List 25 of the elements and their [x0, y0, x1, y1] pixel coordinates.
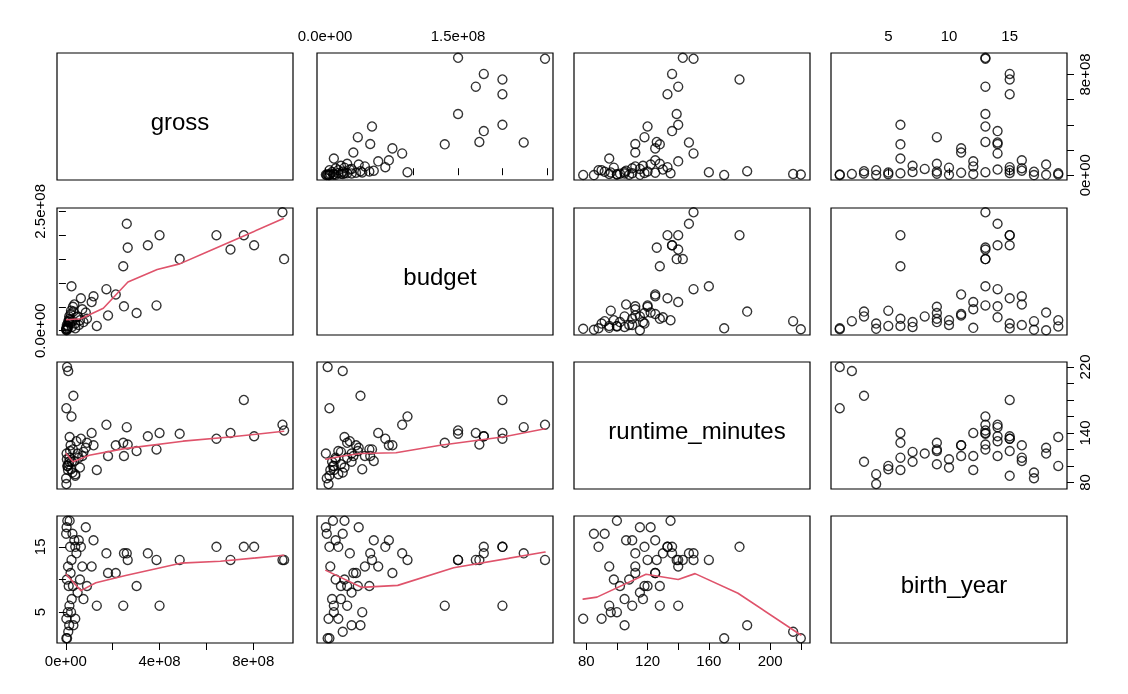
y-tick-label: 0.0e+00: [31, 303, 48, 359]
text: budget: [403, 263, 478, 290]
y-tick-label: 2.5e+08: [31, 184, 48, 239]
text: birth_year: [900, 571, 1008, 598]
y-tick-label: 8e+08: [1076, 53, 1093, 96]
x-tick-label: 80: [577, 652, 595, 669]
x-tick-label: 200: [757, 652, 783, 669]
y-tick-label: 5: [31, 607, 48, 617]
x-tick-label: 1.5e+08: [430, 27, 486, 44]
y-tick-label: 15: [31, 538, 48, 556]
text: gross: [150, 108, 210, 135]
y-tick-label: 80: [1076, 474, 1093, 491]
x-tick-label: 0.0e+00: [297, 27, 353, 44]
x-tick-label: 120: [635, 652, 661, 669]
text: runtime_minutes: [608, 417, 786, 444]
x-tick-label: 160: [696, 652, 722, 669]
y-tick-label: 140: [1076, 420, 1093, 446]
y-tick-label: 0e+00: [1076, 154, 1093, 197]
x-tick-label: 4e+08: [138, 652, 181, 669]
x-tick-label: 5: [884, 27, 893, 44]
x-tick-label: 0e+00: [44, 652, 87, 669]
y-tick-label: 220: [1076, 354, 1093, 380]
x-tick-label: 15: [1001, 27, 1019, 44]
x-tick-label: 10: [940, 27, 958, 44]
x-tick-label: 8e+08: [232, 652, 275, 669]
